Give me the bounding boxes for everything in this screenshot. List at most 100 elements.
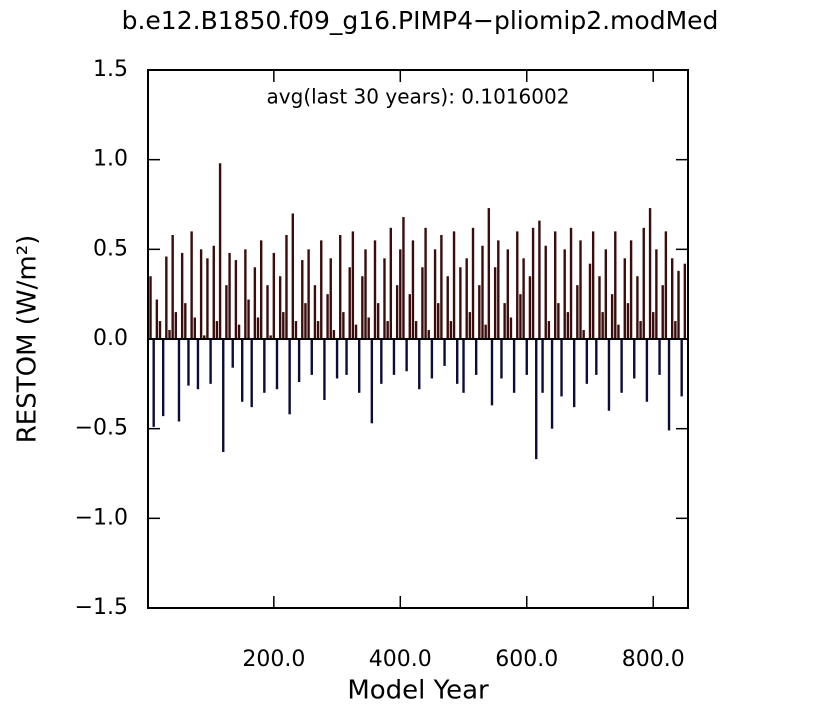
bar [683, 263, 687, 339]
bar [386, 321, 389, 339]
bar [411, 240, 415, 339]
bar [474, 339, 478, 375]
bar [487, 208, 491, 339]
y-tick-label: 0.0 [93, 326, 128, 351]
bar [588, 263, 592, 339]
bar [282, 312, 285, 339]
bar [418, 339, 421, 390]
bar [500, 339, 503, 379]
bar [481, 245, 484, 339]
bar [234, 260, 238, 339]
bar [598, 276, 601, 339]
bar [519, 294, 522, 339]
bar [661, 285, 664, 339]
bar [538, 220, 541, 339]
bar [503, 303, 506, 339]
bar [241, 339, 244, 402]
bar [177, 339, 181, 422]
bar [579, 240, 582, 339]
bar [345, 339, 348, 375]
bar [275, 339, 279, 390]
bar [342, 312, 345, 339]
bar [218, 163, 222, 339]
bar [617, 324, 620, 339]
bar [247, 299, 250, 339]
bar [389, 227, 393, 339]
bar [304, 303, 307, 339]
bar [320, 240, 323, 339]
bar [361, 276, 364, 339]
bar [231, 339, 234, 368]
bar [572, 339, 576, 408]
bar [670, 258, 674, 339]
bar [278, 276, 282, 339]
bar [550, 339, 554, 429]
bar [190, 231, 193, 339]
bar [512, 339, 516, 393]
bar [253, 267, 257, 339]
bar [424, 227, 427, 339]
bar [152, 339, 155, 427]
y-axis-label: RESTOM (W/m²) [13, 235, 43, 444]
bar [667, 339, 671, 431]
bar [658, 339, 661, 375]
bar [364, 249, 367, 339]
bar [680, 339, 683, 397]
bar [376, 303, 380, 339]
bar [161, 339, 165, 417]
bar [380, 339, 383, 384]
bar [535, 339, 538, 460]
bar [642, 227, 645, 339]
bar [541, 339, 544, 393]
bar [645, 339, 649, 402]
bar [610, 294, 614, 339]
bar [591, 231, 595, 339]
bar [677, 270, 680, 339]
bar [626, 303, 630, 339]
bar [196, 339, 200, 390]
bar [462, 339, 465, 393]
bar [158, 321, 162, 339]
bar [165, 256, 168, 339]
bar [180, 252, 184, 339]
bar [623, 258, 626, 339]
bar [544, 245, 547, 339]
bar [206, 258, 209, 339]
bar [171, 234, 174, 339]
bar [307, 249, 310, 339]
bar [395, 285, 399, 339]
bar [607, 339, 611, 411]
bar [674, 321, 677, 339]
bar [332, 330, 336, 339]
bar [664, 231, 668, 339]
bar [576, 285, 579, 339]
bar [427, 330, 430, 339]
y-tick-label: −0.5 [75, 416, 128, 441]
bar [437, 303, 440, 339]
bar [636, 276, 639, 339]
bar [335, 339, 339, 379]
bar [225, 285, 228, 339]
x-tick-label: 800.0 [622, 647, 685, 672]
bar [383, 258, 386, 339]
bar [329, 258, 332, 339]
bar [256, 317, 260, 339]
bar [478, 285, 481, 339]
bar [212, 245, 215, 339]
y-tick-label: 1.5 [93, 57, 128, 82]
bar [259, 240, 263, 339]
bar [525, 339, 528, 375]
x-tick-label: 400.0 [369, 647, 432, 672]
bar [244, 249, 247, 339]
bar [585, 339, 589, 384]
bar [399, 249, 402, 339]
bar [414, 321, 418, 339]
bar [222, 339, 225, 452]
bar [291, 213, 295, 339]
bar [373, 240, 377, 339]
bar [629, 240, 633, 339]
bar [203, 335, 206, 339]
bar [449, 321, 453, 339]
bar [187, 339, 190, 386]
bar [528, 276, 532, 339]
